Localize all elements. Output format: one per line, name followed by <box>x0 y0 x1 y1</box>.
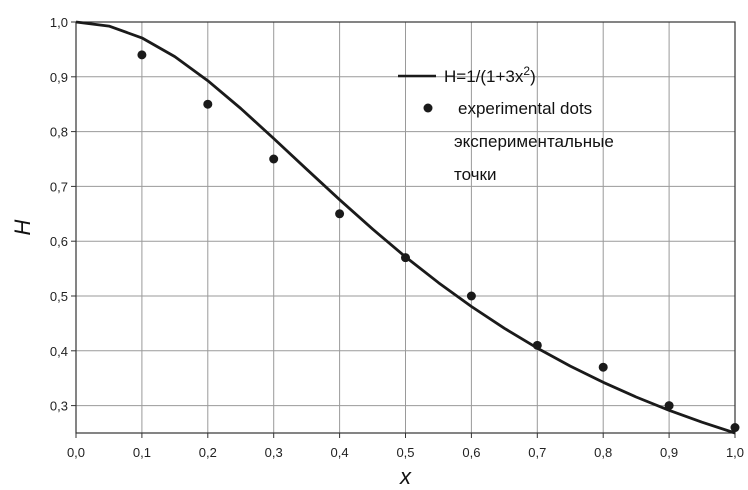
y-tick-label: 0,6 <box>50 234 68 249</box>
y-tick-label: 0,4 <box>50 344 68 359</box>
series-layer <box>75 20 740 435</box>
axis-ticks <box>71 21 736 438</box>
legend-label-dots-ru-line1: экспериментальные <box>454 132 614 151</box>
legend-label-dots-ru-line2: точки <box>454 165 496 184</box>
data-point <box>401 253 410 263</box>
legend: H=1/(1+3x2) experimental dots эксперимен… <box>398 64 614 184</box>
x-tick-label: 0,9 <box>660 445 678 460</box>
data-point <box>598 362 608 372</box>
data-point <box>730 423 740 433</box>
y-tick-label: 0,7 <box>50 179 68 194</box>
plot-frame <box>75 21 736 434</box>
data-point <box>466 291 476 301</box>
data-point <box>203 99 213 109</box>
data-point <box>335 209 345 219</box>
y-tick-label: 0,8 <box>50 125 68 140</box>
data-point <box>269 154 279 164</box>
x-tick-label: 0,6 <box>462 445 480 460</box>
y-tick-label: 1,0 <box>50 15 68 30</box>
x-tick-label: 0,5 <box>396 445 414 460</box>
y-axis-label: H <box>10 219 35 235</box>
data-point <box>664 401 674 411</box>
x-tick-label: 0,0 <box>67 445 85 460</box>
x-tick-label: 0,3 <box>265 445 283 460</box>
x-axis-label: x <box>399 464 412 489</box>
y-tick-labels: 0,3 0,4 0,5 0,6 0,7 0,8 0,9 1,0 <box>50 15 68 414</box>
x-tick-label: 0,1 <box>133 445 151 460</box>
x-tick-label: 0,7 <box>528 445 546 460</box>
legend-dot-swatch <box>423 103 433 113</box>
y-tick-label: 0,3 <box>50 399 68 414</box>
x-tick-label: 0,8 <box>594 445 612 460</box>
data-point <box>532 340 542 350</box>
x-tick-label: 0,2 <box>199 445 217 460</box>
y-tick-label: 0,5 <box>50 289 68 304</box>
y-tick-label: 0,9 <box>50 70 68 85</box>
legend-label-dots: experimental dots <box>458 99 592 118</box>
data-point <box>137 50 147 60</box>
legend-label-curve: H=1/(1+3x2) <box>444 64 536 86</box>
grid <box>76 22 735 433</box>
x-tick-labels: 0,0 0,1 0,2 0,3 0,4 0,5 0,6 0,7 0,8 0,9 1,0 <box>67 445 744 460</box>
x-tick-label: 0,4 <box>331 445 349 460</box>
x-tick-label: 1,0 <box>726 445 744 460</box>
